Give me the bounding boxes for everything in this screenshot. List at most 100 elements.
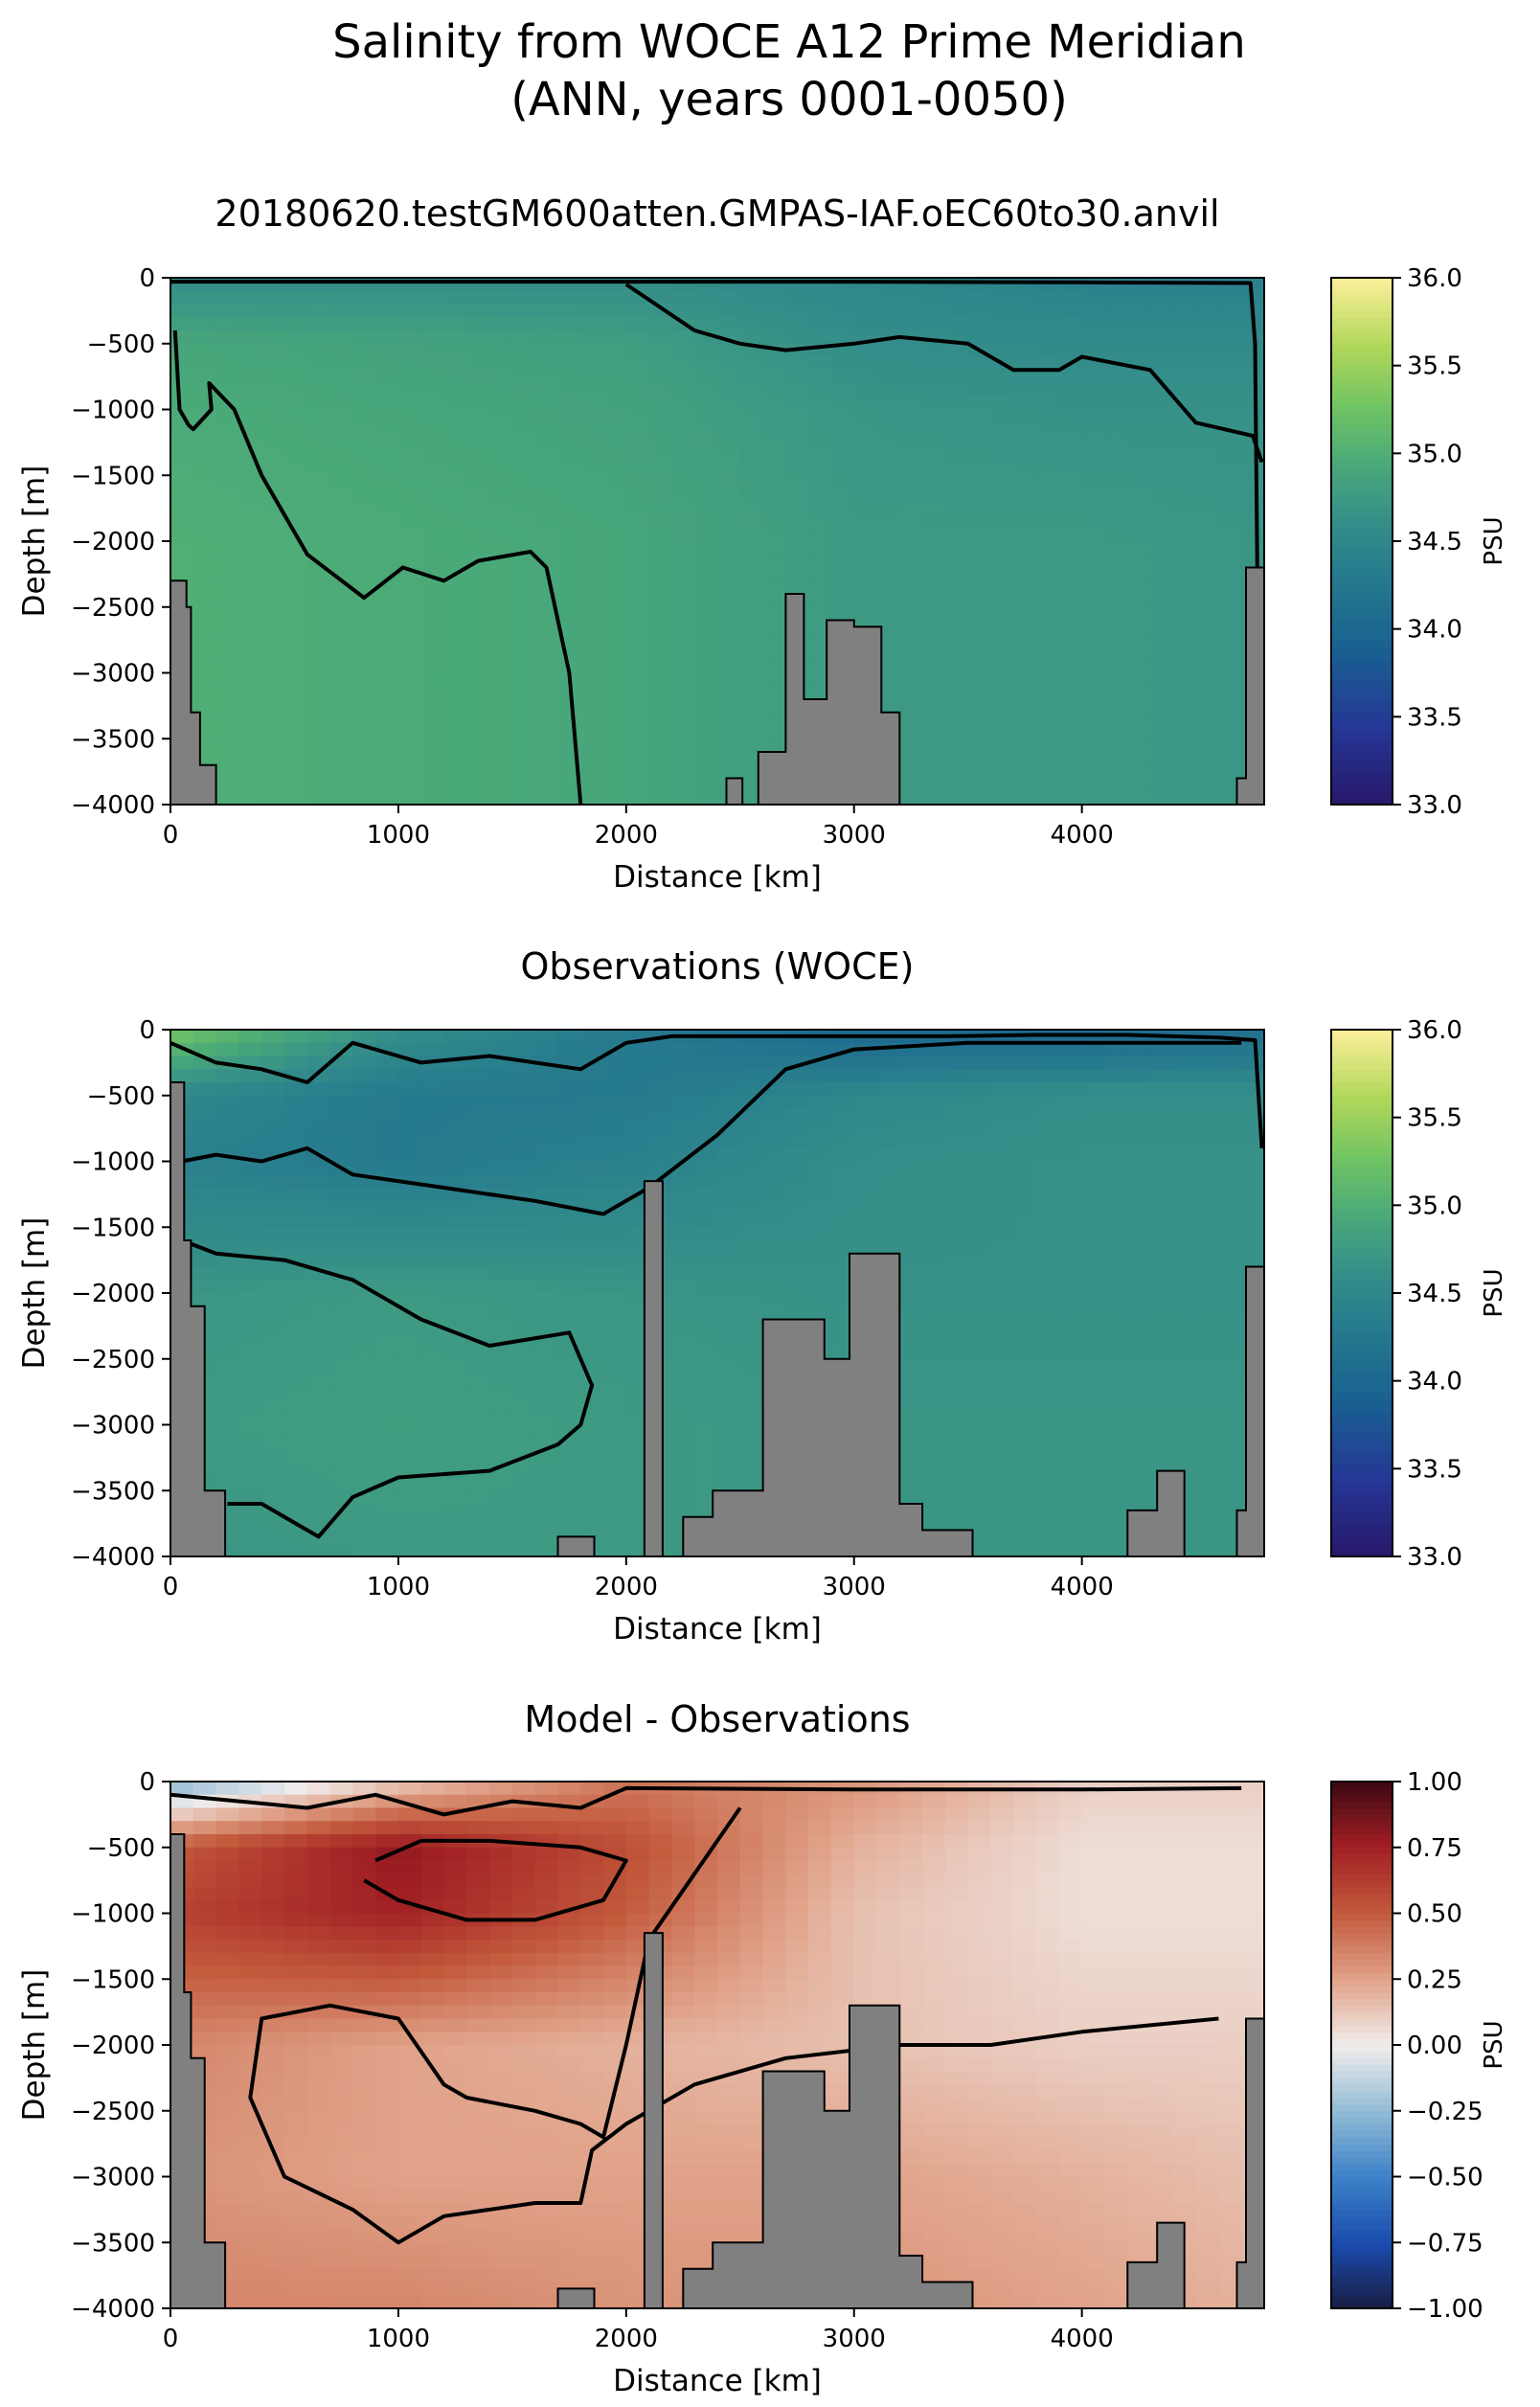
heatmap-cell xyxy=(717,1451,740,1465)
heatmap-cell xyxy=(398,2084,421,2098)
heatmap-cell xyxy=(1218,1373,1241,1386)
heatmap-cell xyxy=(307,1873,330,1887)
heatmap-cell xyxy=(1036,436,1059,449)
heatmap-cell xyxy=(1173,607,1196,621)
heatmap-cell xyxy=(261,1926,284,1940)
heatmap-cell xyxy=(398,1043,421,1056)
heatmap-cell xyxy=(626,1043,649,1056)
heatmap-cell xyxy=(945,1293,968,1306)
heatmap-cell xyxy=(763,738,786,752)
heatmap-cell xyxy=(216,779,239,792)
heatmap-cell xyxy=(945,738,968,752)
heatmap-cell xyxy=(238,2216,261,2230)
heatmap-cell xyxy=(1082,765,1105,779)
heatmap-cell xyxy=(512,2242,535,2256)
heatmap-cell xyxy=(1082,383,1105,397)
heatmap-cell xyxy=(284,436,307,449)
y-axis-label: Depth [m] xyxy=(17,466,52,618)
heatmap-cell xyxy=(284,1293,307,1306)
heatmap-cell xyxy=(649,502,672,515)
heatmap-cell xyxy=(216,1174,239,1188)
heatmap-cell xyxy=(603,436,626,449)
heatmap-cell xyxy=(421,1306,444,1320)
heatmap-cell xyxy=(694,463,717,476)
heatmap-cell xyxy=(352,463,375,476)
heatmap-cell xyxy=(466,1926,489,1940)
heatmap-cell xyxy=(603,1122,626,1135)
heatmap-cell xyxy=(352,2256,375,2269)
heatmap-cell xyxy=(398,673,421,687)
heatmap-cell xyxy=(330,1332,353,1346)
heatmap-cell xyxy=(626,699,649,713)
heatmap-cell xyxy=(398,2216,421,2230)
heatmap-cell xyxy=(1036,660,1059,673)
heatmap-cell xyxy=(945,779,968,792)
heatmap-cell xyxy=(466,713,489,726)
heatmap-cell xyxy=(193,1782,216,1795)
heatmap-cell xyxy=(193,1280,216,1293)
heatmap-cell xyxy=(535,1109,558,1123)
heatmap-cell xyxy=(717,1346,740,1359)
heatmap-cell xyxy=(512,1385,535,1398)
heatmap-cell xyxy=(671,488,694,502)
heatmap-cell xyxy=(1036,1438,1059,1451)
heatmap-cell xyxy=(671,1478,694,1491)
heatmap-cell xyxy=(717,1056,740,1070)
colorbar-swatch xyxy=(1331,713,1393,719)
heatmap-cell xyxy=(352,291,375,305)
heatmap-cell xyxy=(421,1412,444,1425)
heatmap-cell xyxy=(1196,410,1219,423)
heatmap-cell xyxy=(580,1096,603,1109)
heatmap-cell xyxy=(808,594,831,607)
heatmap-cell xyxy=(603,449,626,463)
heatmap-cell xyxy=(899,1293,922,1306)
heatmap-cell xyxy=(557,1135,580,1148)
heatmap-cell xyxy=(284,1109,307,1123)
heatmap-cell xyxy=(717,317,740,330)
heatmap-cell xyxy=(671,1490,694,1504)
heatmap-cell xyxy=(375,1504,398,1517)
heatmap-cell xyxy=(284,1240,307,1254)
heatmap-cell xyxy=(1127,686,1150,699)
heatmap-cell xyxy=(1059,1043,1082,1056)
heatmap-cell xyxy=(512,2269,535,2282)
heatmap-cell xyxy=(444,1043,467,1056)
colorbar-swatch xyxy=(1331,1240,1393,1247)
heatmap-cell xyxy=(535,410,558,423)
heatmap-cell xyxy=(671,660,694,673)
colorbar-swatch xyxy=(1331,376,1393,383)
heatmap-cell xyxy=(216,2111,239,2124)
heatmap-cell xyxy=(489,2256,512,2269)
heatmap-cell xyxy=(352,1030,375,1043)
heatmap-cell xyxy=(694,1267,717,1281)
heatmap-cell xyxy=(1218,463,1241,476)
heatmap-cell xyxy=(899,765,922,779)
heatmap-cell xyxy=(535,1940,558,1953)
heatmap-cell xyxy=(489,779,512,792)
heatmap-cell xyxy=(1082,1109,1105,1123)
heatmap-cell xyxy=(671,1412,694,1425)
heatmap-cell xyxy=(991,317,1014,330)
heatmap-cell xyxy=(307,2242,330,2256)
figure-title-line2: (ANN, years 0001-0050) xyxy=(510,73,1068,126)
heatmap-cell xyxy=(421,1504,444,1517)
heatmap-cell xyxy=(284,1940,307,1953)
heatmap-cell xyxy=(444,2019,467,2032)
heatmap-cell xyxy=(922,726,945,739)
heatmap-cell xyxy=(1218,449,1241,463)
heatmap-cell xyxy=(284,1992,307,2006)
heatmap-cell xyxy=(1036,1425,1059,1439)
heatmap-cell xyxy=(603,2256,626,2269)
heatmap-cell xyxy=(649,555,672,568)
heatmap-cell xyxy=(375,2295,398,2308)
heatmap-cell xyxy=(535,699,558,713)
heatmap-cell xyxy=(671,397,694,410)
heatmap-cell xyxy=(535,1926,558,1940)
heatmap-cell xyxy=(466,1162,489,1175)
heatmap-cell xyxy=(444,370,467,383)
heatmap-cell xyxy=(1150,726,1173,739)
heatmap-cell xyxy=(649,488,672,502)
heatmap-cell xyxy=(968,1135,991,1148)
heatmap-cell xyxy=(1059,449,1082,463)
heatmap-cell xyxy=(922,1254,945,1267)
